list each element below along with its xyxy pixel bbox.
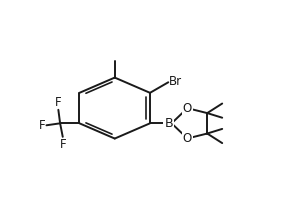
Text: O: O (183, 102, 192, 115)
Text: F: F (59, 138, 66, 151)
Text: F: F (39, 119, 45, 132)
Text: B: B (164, 117, 173, 130)
Text: F: F (55, 96, 62, 109)
Text: Br: Br (169, 75, 183, 88)
Text: O: O (183, 132, 192, 145)
